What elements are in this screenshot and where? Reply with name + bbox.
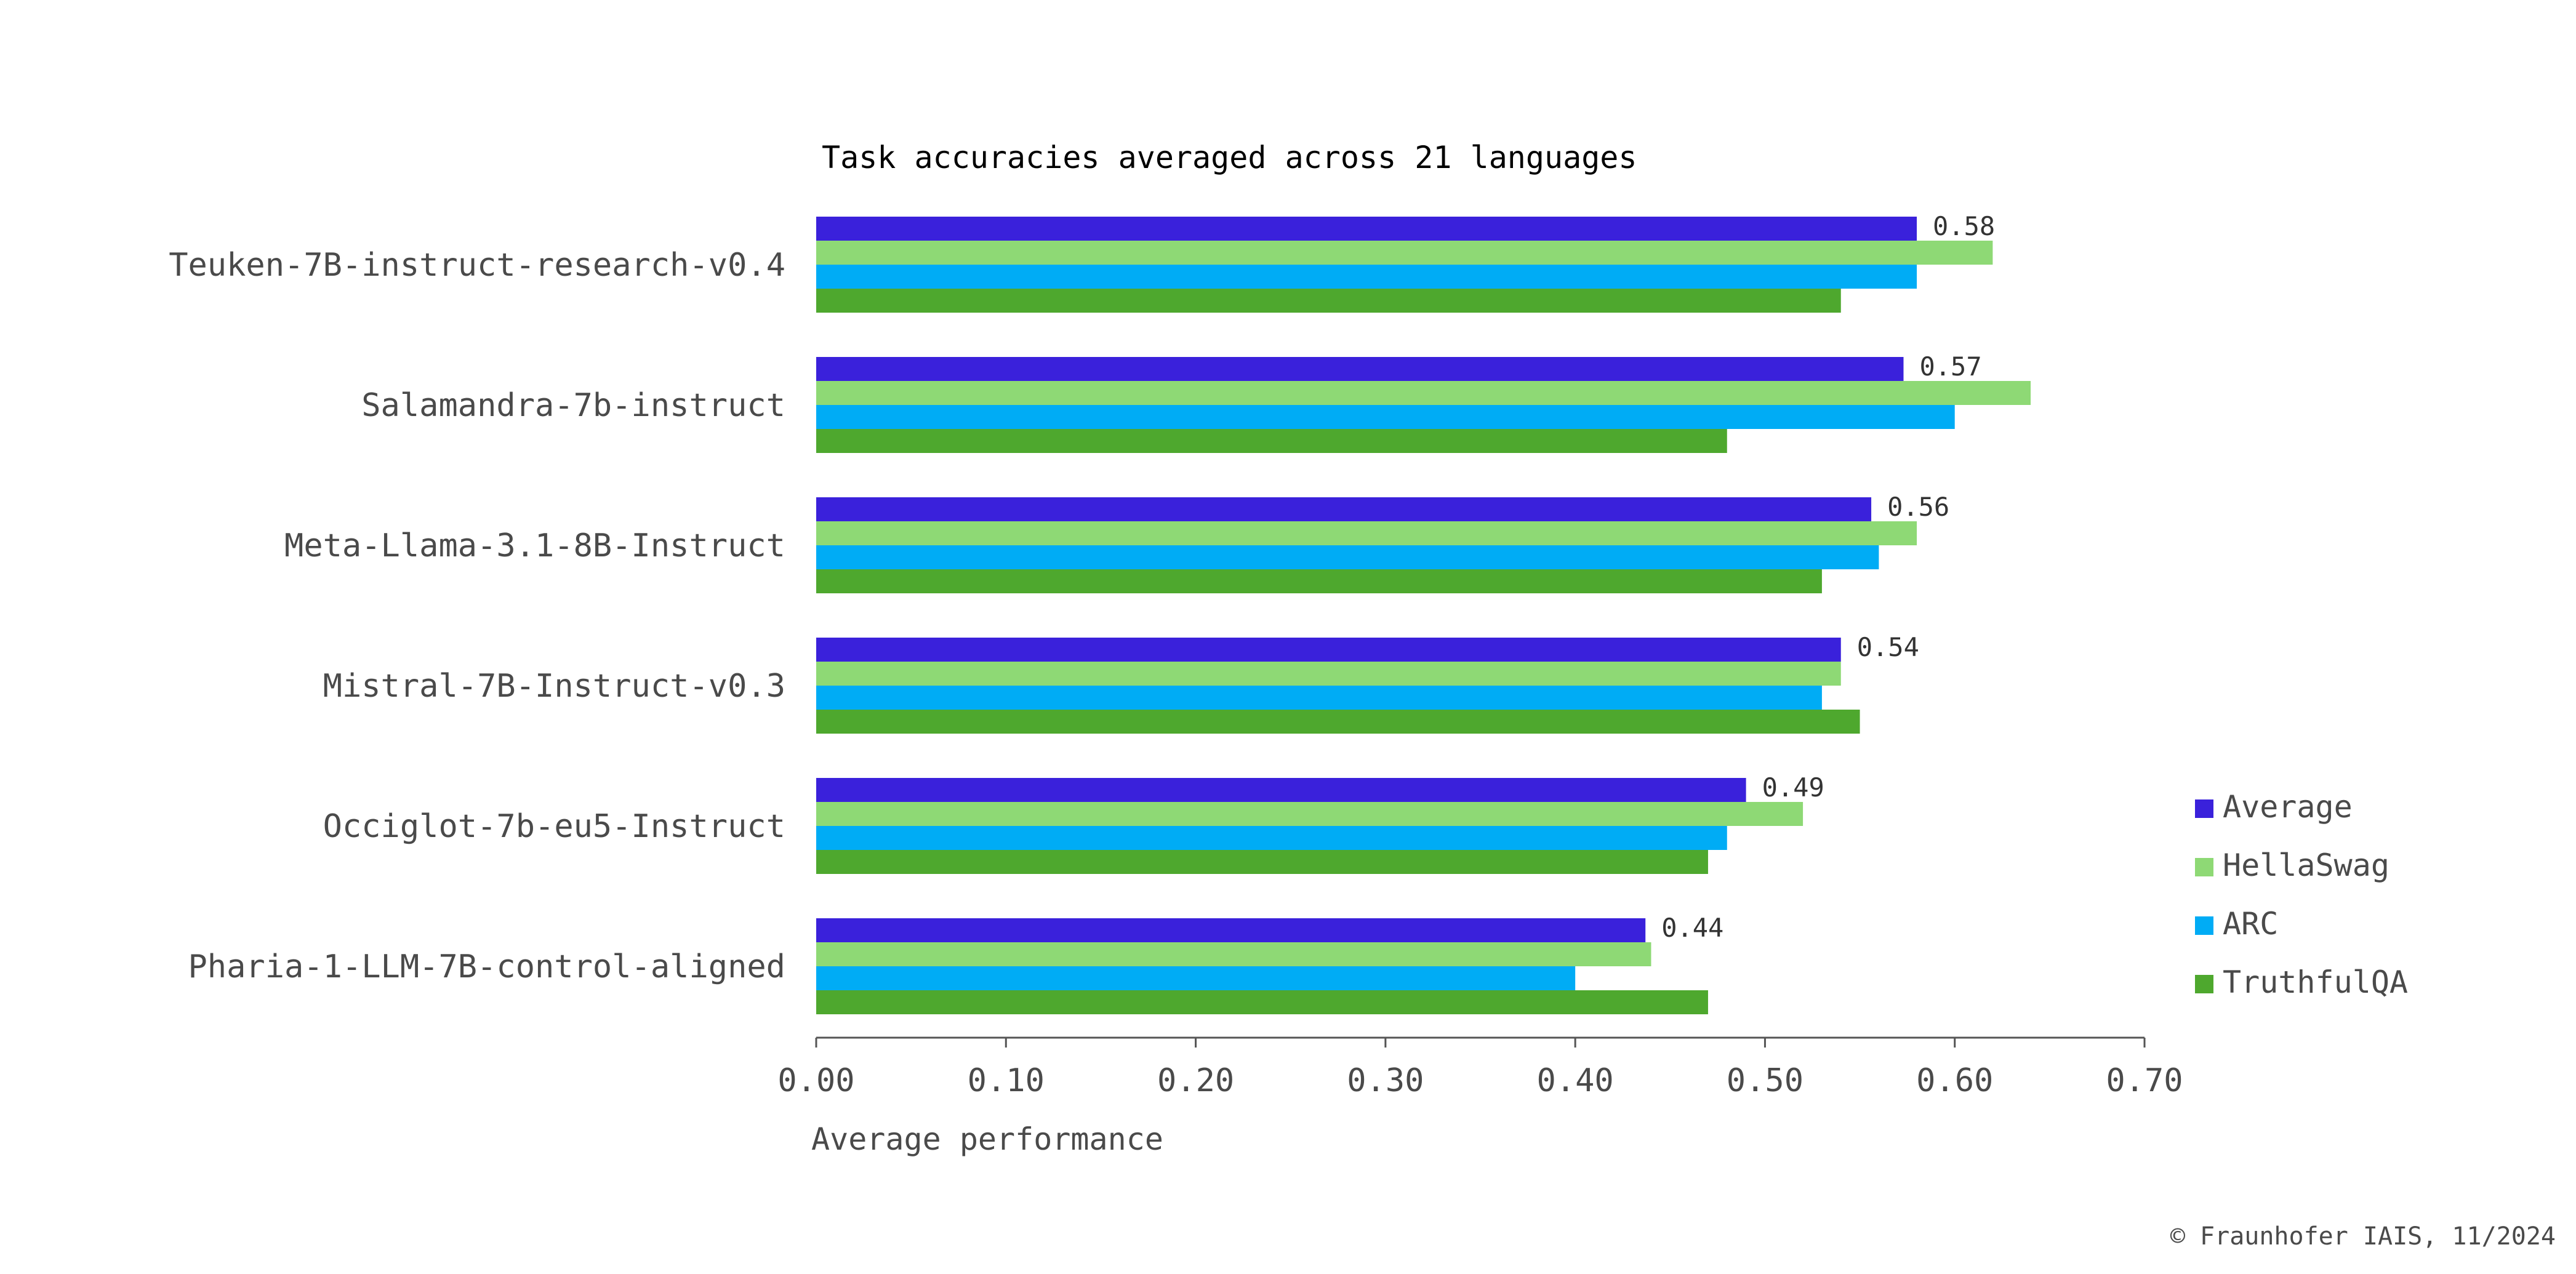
x-tick-label: 0.40: [1537, 1062, 1614, 1099]
x-tick-label: 0.70: [2106, 1062, 2183, 1099]
bar: [816, 241, 1993, 265]
legend-swatch: [2195, 799, 2213, 818]
x-axis: 0.00 0.10 0.20 0.30 0.40 0.50 0.60 0.70: [777, 1036, 2183, 1099]
category-label: Meta-Llama-3.1-8B-Instruct: [284, 527, 785, 564]
bar: [816, 217, 1917, 241]
legend: Average HellaSwag ARC TruthfulQA: [2195, 789, 2408, 1000]
category-label: Occiglot-7b-eu5-Instruct: [323, 808, 785, 845]
x-tick-label: 0.10: [968, 1062, 1045, 1099]
data-label: 0.44: [1661, 913, 1723, 943]
legend-label: Average: [2223, 789, 2353, 825]
legend-label: TruthfulQA: [2223, 964, 2408, 1000]
bar: [816, 802, 1804, 826]
category-label: Teuken-7B-instruct-research-v0.4: [169, 247, 785, 284]
data-label: 0.49: [1762, 772, 1824, 803]
bar: [816, 990, 1708, 1014]
x-tick-label: 0.20: [1157, 1062, 1234, 1099]
data-label: 0.58: [1933, 211, 1995, 241]
bar: [816, 429, 1727, 453]
category-label: Pharia-1-LLM-7B-control-aligned: [188, 948, 785, 985]
x-tick-label: 0.50: [1727, 1062, 1804, 1099]
legend-swatch: [2195, 916, 2213, 935]
bar: [816, 966, 1576, 990]
bar: [816, 497, 1872, 521]
bar: [816, 826, 1727, 850]
bar: [816, 686, 1822, 710]
bar: [816, 918, 1646, 942]
x-tick-label: 0.60: [1916, 1062, 1993, 1099]
bar: [816, 521, 1917, 545]
data-label: 0.57: [1919, 351, 1981, 382]
bar: [816, 289, 1841, 313]
bar: [816, 381, 2031, 405]
bar: [816, 778, 1746, 802]
bar: [816, 942, 1651, 966]
category-label: Salamandra-7b-instruct: [361, 387, 785, 424]
copyright-text: © Fraunhofer IAIS, 11/2024: [2170, 1222, 2556, 1251]
bars-layer: Teuken-7B-instruct-research-v0.4 0.58 Sala…: [169, 211, 2031, 1014]
bar: [816, 265, 1917, 289]
x-tick-label: 0.00: [777, 1062, 854, 1099]
chart-title: Task accuracies averaged across 21 langu…: [822, 140, 1637, 175]
legend-label: HellaSwag: [2223, 847, 2389, 883]
legend-swatch: [2195, 975, 2213, 993]
bar: [816, 357, 1904, 381]
bar: [816, 662, 1841, 686]
bar: [816, 710, 1860, 734]
data-label: 0.54: [1857, 632, 1919, 662]
legend-swatch: [2195, 858, 2213, 876]
x-axis-label: Average performance: [811, 1121, 1163, 1157]
bar: [816, 405, 1955, 429]
data-label: 0.56: [1887, 492, 1949, 522]
bar: [816, 569, 1822, 593]
bar: [816, 545, 1879, 569]
legend-label: ARC: [2223, 906, 2278, 942]
x-tick-label: 0.30: [1347, 1062, 1424, 1099]
bar: [816, 638, 1841, 662]
category-label: Mistral-7B-Instruct-v0.3: [323, 668, 785, 705]
bar: [816, 850, 1708, 874]
